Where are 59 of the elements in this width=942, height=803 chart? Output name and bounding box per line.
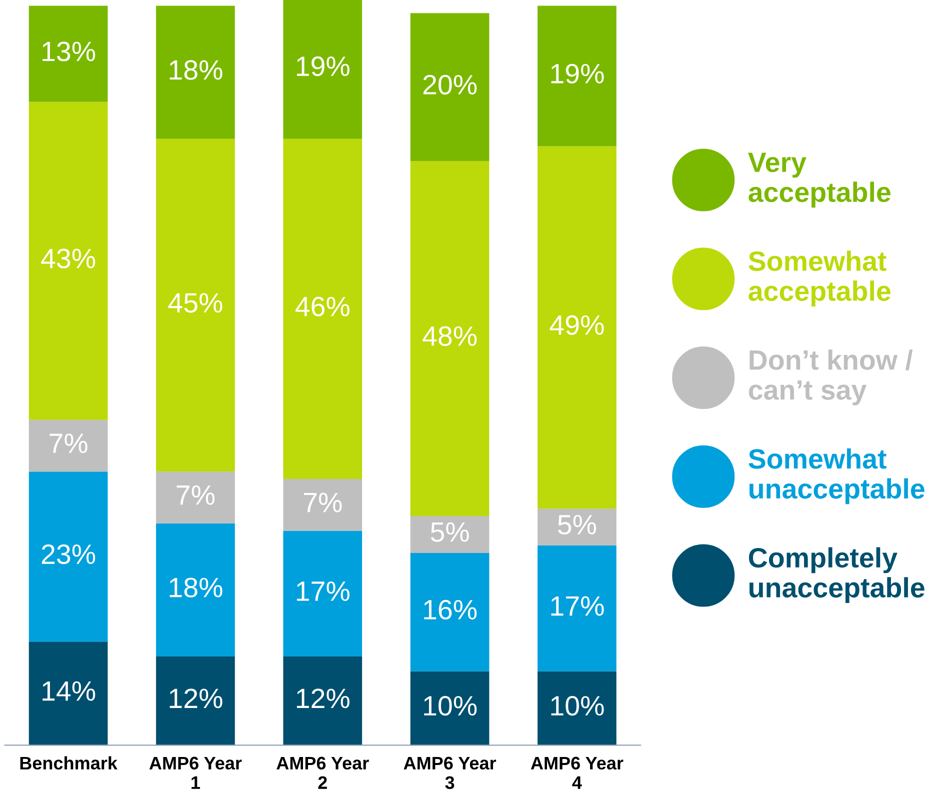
bar [410,671,490,746]
data-label: 17% [551,596,604,616]
data-label: 7% [304,492,342,512]
bar [283,138,362,479]
data-label: 46% [295,296,350,316]
bar [410,516,490,553]
bar [538,546,616,672]
bar [28,102,108,420]
data-label: 48% [422,326,477,346]
x-tick-label: AMP6 Year 1 [149,756,242,789]
data-label: 18% [170,578,222,598]
data-label: 20% [423,74,477,95]
x-tick-label: Benchmark [20,756,118,770]
data-label: 5% [558,514,596,535]
bar [538,146,616,509]
data-label: 23% [42,544,96,564]
bar [283,530,362,656]
bar [156,138,235,472]
legend-label: Somewhat acceptable [748,250,890,306]
data-label: 12% [170,688,222,708]
bar [28,472,108,642]
bar [156,656,235,746]
x-tick-label: AMP6 Year 2 [276,756,369,789]
data-label: 17% [296,582,350,601]
data-label: 45% [168,293,222,313]
data-label: 16% [424,600,477,620]
bar [283,656,362,746]
bar [410,552,490,672]
bar [538,671,616,746]
bar [538,6,616,146]
legend-label: Very acceptable [748,152,890,208]
bar [156,523,235,656]
data-label: 7% [50,434,88,454]
data-label: 12% [296,688,350,708]
bar [538,508,616,546]
data-label: 10% [424,696,477,716]
data-label: 7% [176,485,215,505]
x-tick-label: AMP6 Year 4 [530,756,624,789]
legend-label: Somewhat unacceptable [748,448,924,504]
data-label: 43% [41,248,96,268]
legend-label: Don’t know / can’t say [748,350,913,406]
data-label: 13% [42,42,96,62]
data-label: 19% [551,64,604,84]
bar [156,472,235,524]
data-label: 19% [296,56,350,76]
bar [28,642,108,746]
data-label: 5% [430,522,469,542]
data-label: 14% [42,681,96,701]
data-label: 18% [170,60,222,80]
bar [28,6,108,102]
data-label: 10% [551,696,604,716]
legend-label: Completely unacceptable [748,547,924,604]
data-label: 49% [550,315,604,335]
bar [410,161,490,516]
bar [28,420,108,472]
bar [410,13,490,162]
bar [283,479,362,531]
x-tick-label: AMP6 Year 3 [404,756,496,790]
bar [156,6,235,139]
